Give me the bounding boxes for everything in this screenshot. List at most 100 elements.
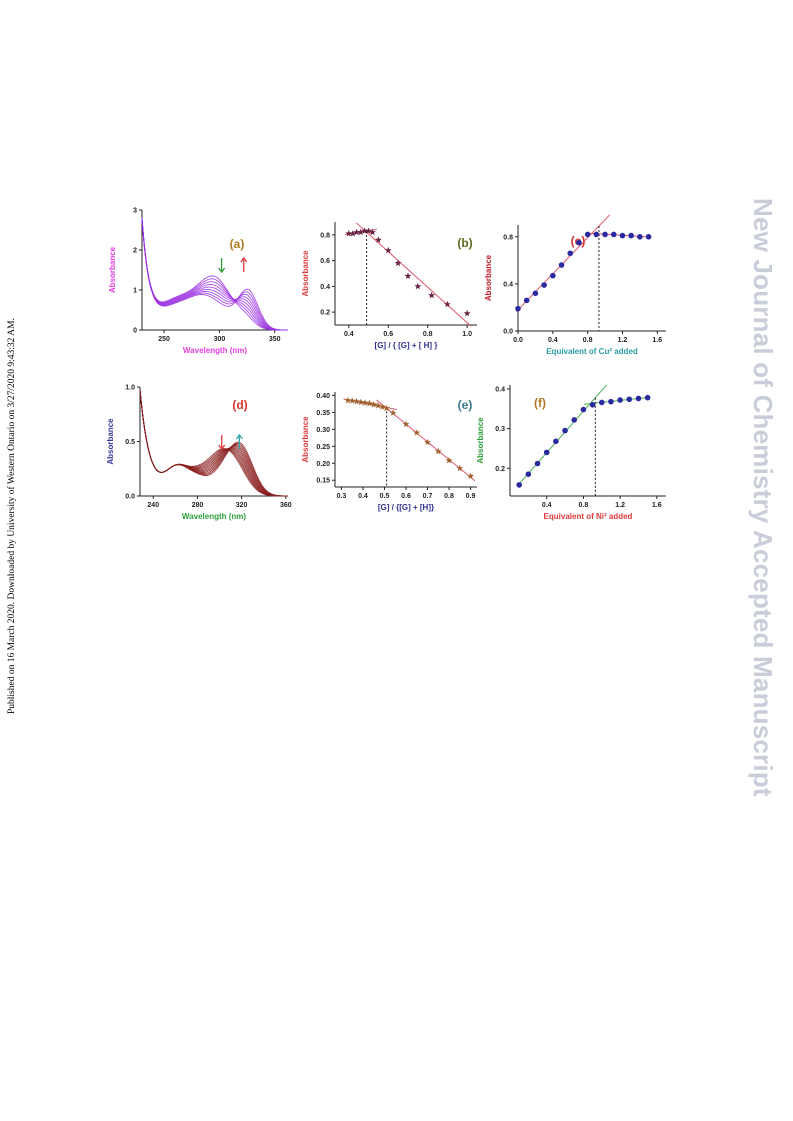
y-tick-label: 2 [133, 248, 137, 255]
chart-panel-a: 250 300 350 0 1 2 3 Wavelength (nm) Absorbance (a… [108, 208, 288, 355]
x-tick-label: 280 [192, 502, 204, 509]
panel-tag: (d) [232, 398, 247, 412]
spectrum-series-line [139, 389, 288, 497]
y-tick-label: 0.20 [316, 461, 330, 468]
data-point-dot [515, 305, 521, 312]
data-point-star [375, 236, 382, 243]
side-note-text: Published on 16 March 2020. Downloaded b… [7, 318, 17, 714]
y-tick-label: 0.2 [495, 466, 505, 473]
y-tick-label: 0.30 [316, 427, 330, 434]
data-point-star [366, 399, 373, 407]
y-tick-label: 0.35 [316, 410, 330, 417]
data-point-dot [610, 231, 617, 238]
x-tick-label: 0.6 [383, 331, 393, 338]
spectrum-series-line [139, 389, 288, 497]
watermark-text: New Journal of Chemistry Accepted Manusc… [748, 198, 778, 797]
y-axis-label: Absorbance [108, 246, 117, 293]
chart-panel-f: 0.4 0.8 1.2 1.6 0.2 0.3 0.4 Equivalent of Ni² a… [476, 384, 666, 521]
linear-fit-line [516, 384, 607, 487]
x-axis-label: Wavelength (nm) [183, 346, 247, 355]
x-tick-label: 300 [214, 336, 226, 343]
x-tick-label: 0.6 [401, 493, 411, 500]
data-point-star [345, 230, 353, 237]
data-point-star [444, 300, 451, 308]
spectrum-series-line [139, 389, 288, 497]
data-point-dot [619, 232, 626, 239]
data-point-dot [567, 250, 574, 257]
arrow-head-icon [235, 433, 243, 440]
x-axis-label: [G] / {[G] + [H]} [378, 503, 434, 512]
x-tick-label: 1.6 [652, 502, 662, 509]
data-point-star [424, 438, 431, 446]
x-tick-label: 0.8 [423, 331, 433, 338]
y-tick-label: 0 [133, 328, 137, 335]
spectrum-series-line [139, 389, 288, 497]
x-tick-label: 1.6 [652, 337, 662, 344]
data-point-dot [525, 471, 532, 477]
arrow-head-icon [218, 267, 226, 274]
x-tick-label: 0.0 [513, 337, 523, 344]
y-tick-label: 0.0 [125, 494, 135, 501]
data-point-star [378, 403, 386, 410]
y-tick-label: 0.0 [503, 329, 513, 336]
data-point-dot [576, 239, 582, 246]
x-tick-label: 350 [269, 336, 281, 343]
data-point-dot [589, 402, 596, 408]
spectrum-series-line [139, 389, 288, 497]
y-tick-label: 0.8 [320, 232, 330, 239]
x-tick-label: 0.4 [358, 493, 368, 500]
x-axis-label: Equivalent of Cu² added [546, 347, 638, 356]
data-point-star [428, 291, 436, 299]
y-axis-label: Absorbance [106, 418, 115, 465]
data-point-dot [637, 233, 643, 240]
spectrum-series-line [139, 389, 288, 497]
linear-fit-line [355, 222, 472, 327]
data-point-dot [602, 231, 608, 238]
y-tick-label: 0.40 [316, 393, 330, 400]
data-point-dot [617, 397, 623, 403]
data-point-star [361, 399, 369, 406]
chart-panel-b: 0.4 0.6 0.8 1.0 0.2 0.4 0.6 0.8 [G] / { [G] + [ … [301, 222, 477, 350]
x-tick-label: 1.2 [618, 337, 628, 344]
data-point-dot [550, 272, 556, 279]
y-tick-label: 0.4 [503, 281, 513, 288]
data-point-dot [534, 460, 541, 467]
data-point-star [394, 259, 402, 267]
panel-tag: (b) [457, 236, 472, 250]
data-point-star [357, 398, 365, 406]
data-point-star [383, 404, 391, 412]
y-tick-label: 1 [133, 288, 137, 295]
spectrum-series-line [141, 218, 288, 331]
data-point-star [370, 401, 378, 408]
x-tick-label: 320 [236, 502, 248, 509]
y-tick-label: 0.15 [316, 478, 330, 485]
spectrum-series-line [139, 389, 288, 497]
x-tick-label: 360 [280, 502, 292, 509]
data-point-star [384, 246, 392, 254]
data-point-dot [598, 399, 605, 406]
spectrum-series-line [139, 389, 288, 497]
data-point-dot [571, 417, 578, 423]
data-point-star [463, 309, 471, 317]
data-point-dot [608, 398, 614, 405]
arrow-head-icon [240, 256, 248, 263]
y-tick-label: 3 [133, 208, 137, 215]
y-tick-label: 0.4 [495, 386, 505, 393]
data-point-dot [580, 406, 587, 413]
data-point-star [349, 230, 357, 237]
x-tick-label: 0.4 [542, 502, 552, 509]
y-tick-label: 0.8 [503, 234, 513, 241]
panel-tag: (a) [230, 237, 245, 251]
data-point-star [467, 472, 474, 480]
panel-tag: (f) [534, 396, 546, 410]
data-point-dot [584, 231, 591, 238]
y-tick-label: 0.5 [125, 439, 135, 446]
data-point-star [445, 456, 453, 464]
data-point-star [389, 409, 397, 416]
y-tick-label: 0.25 [316, 444, 330, 451]
x-tick-label: 0.8 [579, 502, 589, 509]
data-point-dot [628, 232, 634, 239]
x-tick-label: 240 [147, 502, 159, 509]
data-point-dot [523, 297, 530, 304]
data-point-dot [626, 396, 633, 403]
